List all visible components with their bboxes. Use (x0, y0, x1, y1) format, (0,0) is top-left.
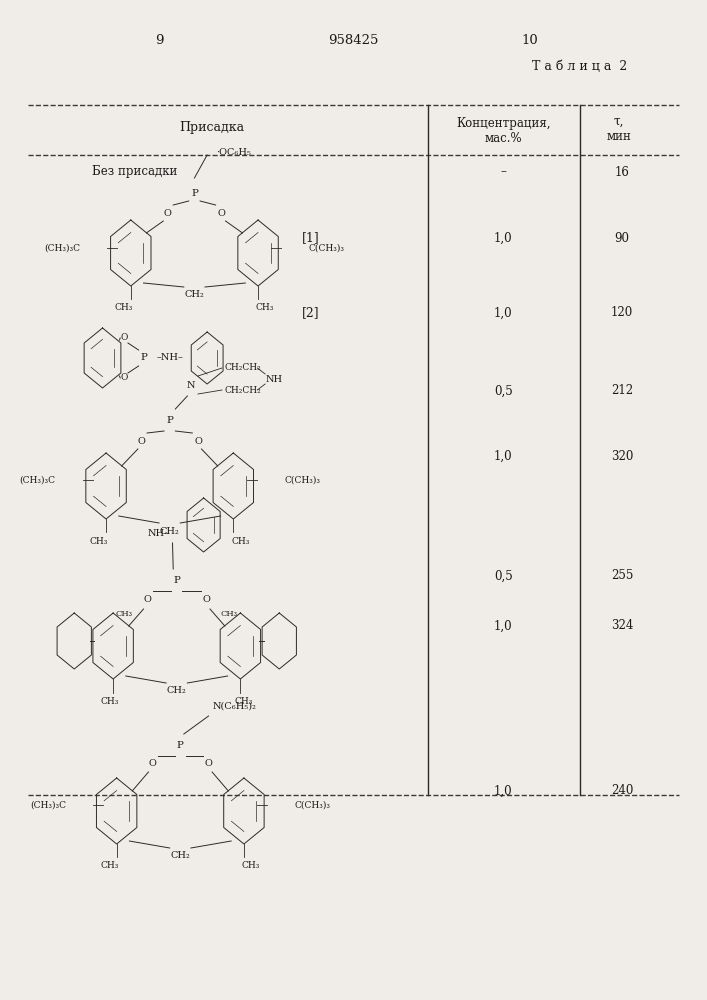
Text: 16: 16 (614, 165, 630, 178)
Text: CH₃: CH₃ (235, 697, 253, 706)
Text: O: O (202, 594, 211, 603)
Text: O: O (148, 759, 156, 768)
Text: CH₂: CH₂ (170, 851, 190, 860)
Text: мин: мин (606, 130, 631, 143)
Text: 10: 10 (522, 33, 539, 46)
Text: O: O (194, 436, 202, 446)
Text: [2]: [2] (303, 306, 320, 320)
Text: мас.%: мас.% (484, 131, 522, 144)
Text: Присадка: Присадка (180, 120, 245, 133)
Text: C(CH₃)₃: C(CH₃)₃ (284, 476, 320, 485)
Text: P: P (140, 354, 147, 362)
Text: CH₂CH₂: CH₂CH₂ (225, 363, 262, 372)
Text: 255: 255 (611, 569, 633, 582)
Text: CH₃: CH₃ (256, 303, 274, 312)
Text: 0,5: 0,5 (494, 569, 513, 582)
Text: 1,0: 1,0 (494, 306, 513, 320)
Text: CH₃: CH₃ (100, 697, 119, 706)
Text: [1]: [1] (302, 232, 320, 244)
Text: 120: 120 (611, 306, 633, 320)
Text: O: O (204, 759, 213, 768)
Text: C(CH₃)₃: C(CH₃)₃ (309, 243, 345, 252)
Text: P: P (166, 416, 173, 425)
Text: 0,5: 0,5 (494, 384, 513, 397)
Text: CH₂: CH₂ (185, 290, 204, 299)
Text: NH: NH (265, 375, 282, 384)
Text: (CH₃)₃C: (CH₃)₃C (44, 243, 80, 252)
Text: (CH₃)₃C: (CH₃)₃C (30, 800, 66, 809)
Text: –: – (501, 165, 506, 178)
Text: CH₃: CH₃ (115, 303, 133, 312)
Text: N(C₆H₅)₂: N(C₆H₅)₂ (212, 701, 256, 710)
Text: ·OC₆H₅: ·OC₆H₅ (216, 148, 250, 157)
Text: 1,0: 1,0 (494, 619, 513, 632)
Text: 324: 324 (611, 619, 633, 632)
Text: CH₃: CH₃ (231, 536, 250, 546)
Text: 90: 90 (614, 232, 630, 244)
Text: 212: 212 (611, 384, 633, 397)
Text: P: P (177, 741, 184, 750)
Text: 958425: 958425 (328, 33, 379, 46)
Text: Т а б л и ц а  2: Т а б л и ц а 2 (532, 60, 627, 74)
Text: CH₂CH₂: CH₂CH₂ (225, 386, 262, 395)
Text: CH₃: CH₃ (221, 610, 238, 618)
Text: CH₃: CH₃ (90, 536, 108, 546)
Text: C(CH₃)₃: C(CH₃)₃ (295, 800, 331, 809)
Text: O: O (217, 209, 226, 218)
Text: τ,: τ, (614, 114, 624, 127)
Text: P: P (191, 188, 198, 198)
Text: 9: 9 (155, 33, 163, 46)
Text: O: O (120, 373, 127, 382)
Text: O: O (163, 209, 172, 218)
Text: CH₃: CH₃ (100, 861, 119, 870)
Text: CH₂: CH₂ (160, 526, 180, 535)
Text: 1,0: 1,0 (494, 784, 513, 797)
Text: –NH–: –NH– (157, 354, 184, 362)
Text: N: N (187, 381, 195, 390)
Text: CH₃: CH₃ (116, 610, 133, 618)
Text: O: O (137, 436, 146, 446)
Text: 1,0: 1,0 (494, 450, 513, 462)
Text: NH–: NH– (148, 528, 170, 537)
Text: 1,0: 1,0 (494, 232, 513, 244)
Text: O: O (120, 334, 127, 342)
Text: CH₃: CH₃ (242, 861, 260, 870)
Text: P: P (173, 576, 180, 585)
Text: Концентрация,: Концентрация, (456, 116, 551, 129)
Text: O: O (143, 594, 151, 603)
Text: Без присадки: Без присадки (92, 165, 177, 178)
Text: CH₂: CH₂ (167, 686, 187, 695)
Text: 240: 240 (611, 784, 633, 797)
Text: (CH₃)₃C: (CH₃)₃C (19, 476, 55, 485)
Text: 320: 320 (611, 450, 633, 462)
